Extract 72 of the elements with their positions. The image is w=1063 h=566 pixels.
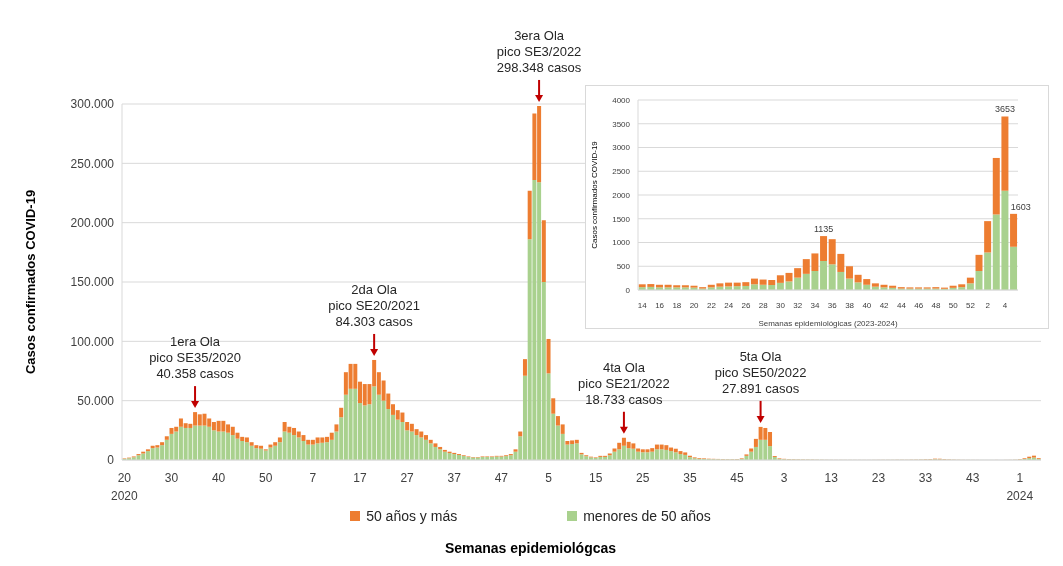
x-tick-label: 46	[914, 301, 924, 310]
y-tick-label: 1000	[612, 238, 631, 248]
x-tick-label: 20 2020	[111, 471, 139, 503]
y-tick-label: 0	[107, 453, 115, 468]
total-label: 1135	[814, 224, 834, 235]
y-tick-label: 2500	[612, 167, 631, 177]
x-tick-label: 24	[724, 301, 734, 310]
x-tick-label: 35	[683, 471, 697, 485]
y-tick-label: 3500	[612, 119, 631, 129]
x-tick-label: 2	[985, 301, 991, 310]
total-label: 1603	[1010, 201, 1031, 212]
x-tick-label: 26	[741, 301, 751, 310]
y-tick-label: 50.000	[77, 393, 115, 408]
x-tick-label: 42	[879, 301, 890, 310]
y-axis-title: Casos confirmados COVID-19	[589, 140, 599, 249]
x-tick-label: 30	[164, 471, 179, 485]
y-tick-label: 200.000	[70, 215, 115, 230]
x-tick-label: 52	[966, 301, 976, 310]
x-tick-label: 36	[827, 301, 838, 310]
x-tick-label: 40	[211, 471, 226, 485]
x-tick-label: 14	[637, 301, 648, 310]
y-tick-label: 0	[625, 285, 631, 295]
x-tick-label: 43	[965, 471, 980, 485]
x-tick-label: 45	[730, 471, 745, 485]
y-tick-label: 150.000	[70, 275, 115, 290]
x-tick-label: 34	[810, 301, 821, 310]
y-tick-label: 4000	[612, 95, 631, 105]
legend-label: menores de 50 años	[583, 508, 711, 524]
x-tick-label: 1 2024	[1006, 471, 1034, 503]
x-tick-label: 48	[931, 301, 941, 310]
y-tick-label: 2000	[612, 190, 631, 200]
x-tick-label: 44	[896, 301, 907, 310]
x-tick-label: 5	[545, 471, 553, 485]
x-tick-label: 7	[309, 471, 317, 485]
x-tick-label: 30	[776, 301, 786, 310]
legend-label: 50 años y más	[366, 508, 458, 524]
y-axis-title: Casos confirmados COVID-19	[22, 189, 38, 375]
y-tick-label: 3000	[612, 143, 631, 153]
annotation: 4ta Ola pico SE21/2022 18.733 casos	[578, 359, 670, 407]
x-tick-label: 22	[706, 301, 717, 310]
x-tick-label: 13	[824, 471, 839, 485]
annotation: 3era Ola pico SE3/2022 298.348 casos	[496, 27, 582, 75]
x-tick-label: 4	[1002, 301, 1008, 310]
x-tick-label: 37	[447, 471, 462, 485]
x-tick-label: 23	[871, 471, 886, 485]
x-tick-label: 33	[918, 471, 933, 485]
x-tick-label: 40	[862, 301, 872, 310]
x-tick-label: 27	[400, 471, 415, 485]
y-tick-label: 250.000	[70, 156, 115, 171]
x-tick-label: 32	[793, 301, 803, 310]
total-label: 3653	[995, 104, 1016, 115]
x-tick-label: 20	[689, 301, 700, 310]
annotation: 1era Ola pico SE35/2020 40.358 casos	[149, 334, 241, 382]
annotation: 2da Ola pico SE20/2021 84.303 casos	[328, 281, 421, 329]
x-tick-label: 38	[845, 301, 855, 310]
y-tick-label: 500	[616, 262, 631, 272]
x-tick-label: 18	[672, 301, 682, 310]
x-tick-label: 17	[353, 471, 367, 485]
x-tick-label: 16	[655, 301, 665, 310]
y-tick-label: 300.000	[70, 97, 115, 112]
x-tick-label: 25	[636, 471, 650, 485]
x-tick-label: 28	[758, 301, 769, 310]
x-axis-title: Semanas epidemiológcas	[443, 540, 618, 556]
annotation: 5ta Ola pico SE50/2022 27.891 casos	[714, 348, 807, 396]
x-tick-label: 47	[494, 471, 509, 485]
y-tick-label: 100.000	[70, 334, 115, 349]
x-tick-label: 50	[948, 301, 959, 310]
x-tick-label: 3	[780, 471, 788, 485]
x-axis-title: Semanas epidemiológicas (2023-2024)	[758, 319, 898, 328]
x-tick-label: 15	[588, 471, 603, 485]
x-tick-label: 50	[259, 471, 273, 485]
y-tick-label: 1500	[612, 214, 631, 224]
